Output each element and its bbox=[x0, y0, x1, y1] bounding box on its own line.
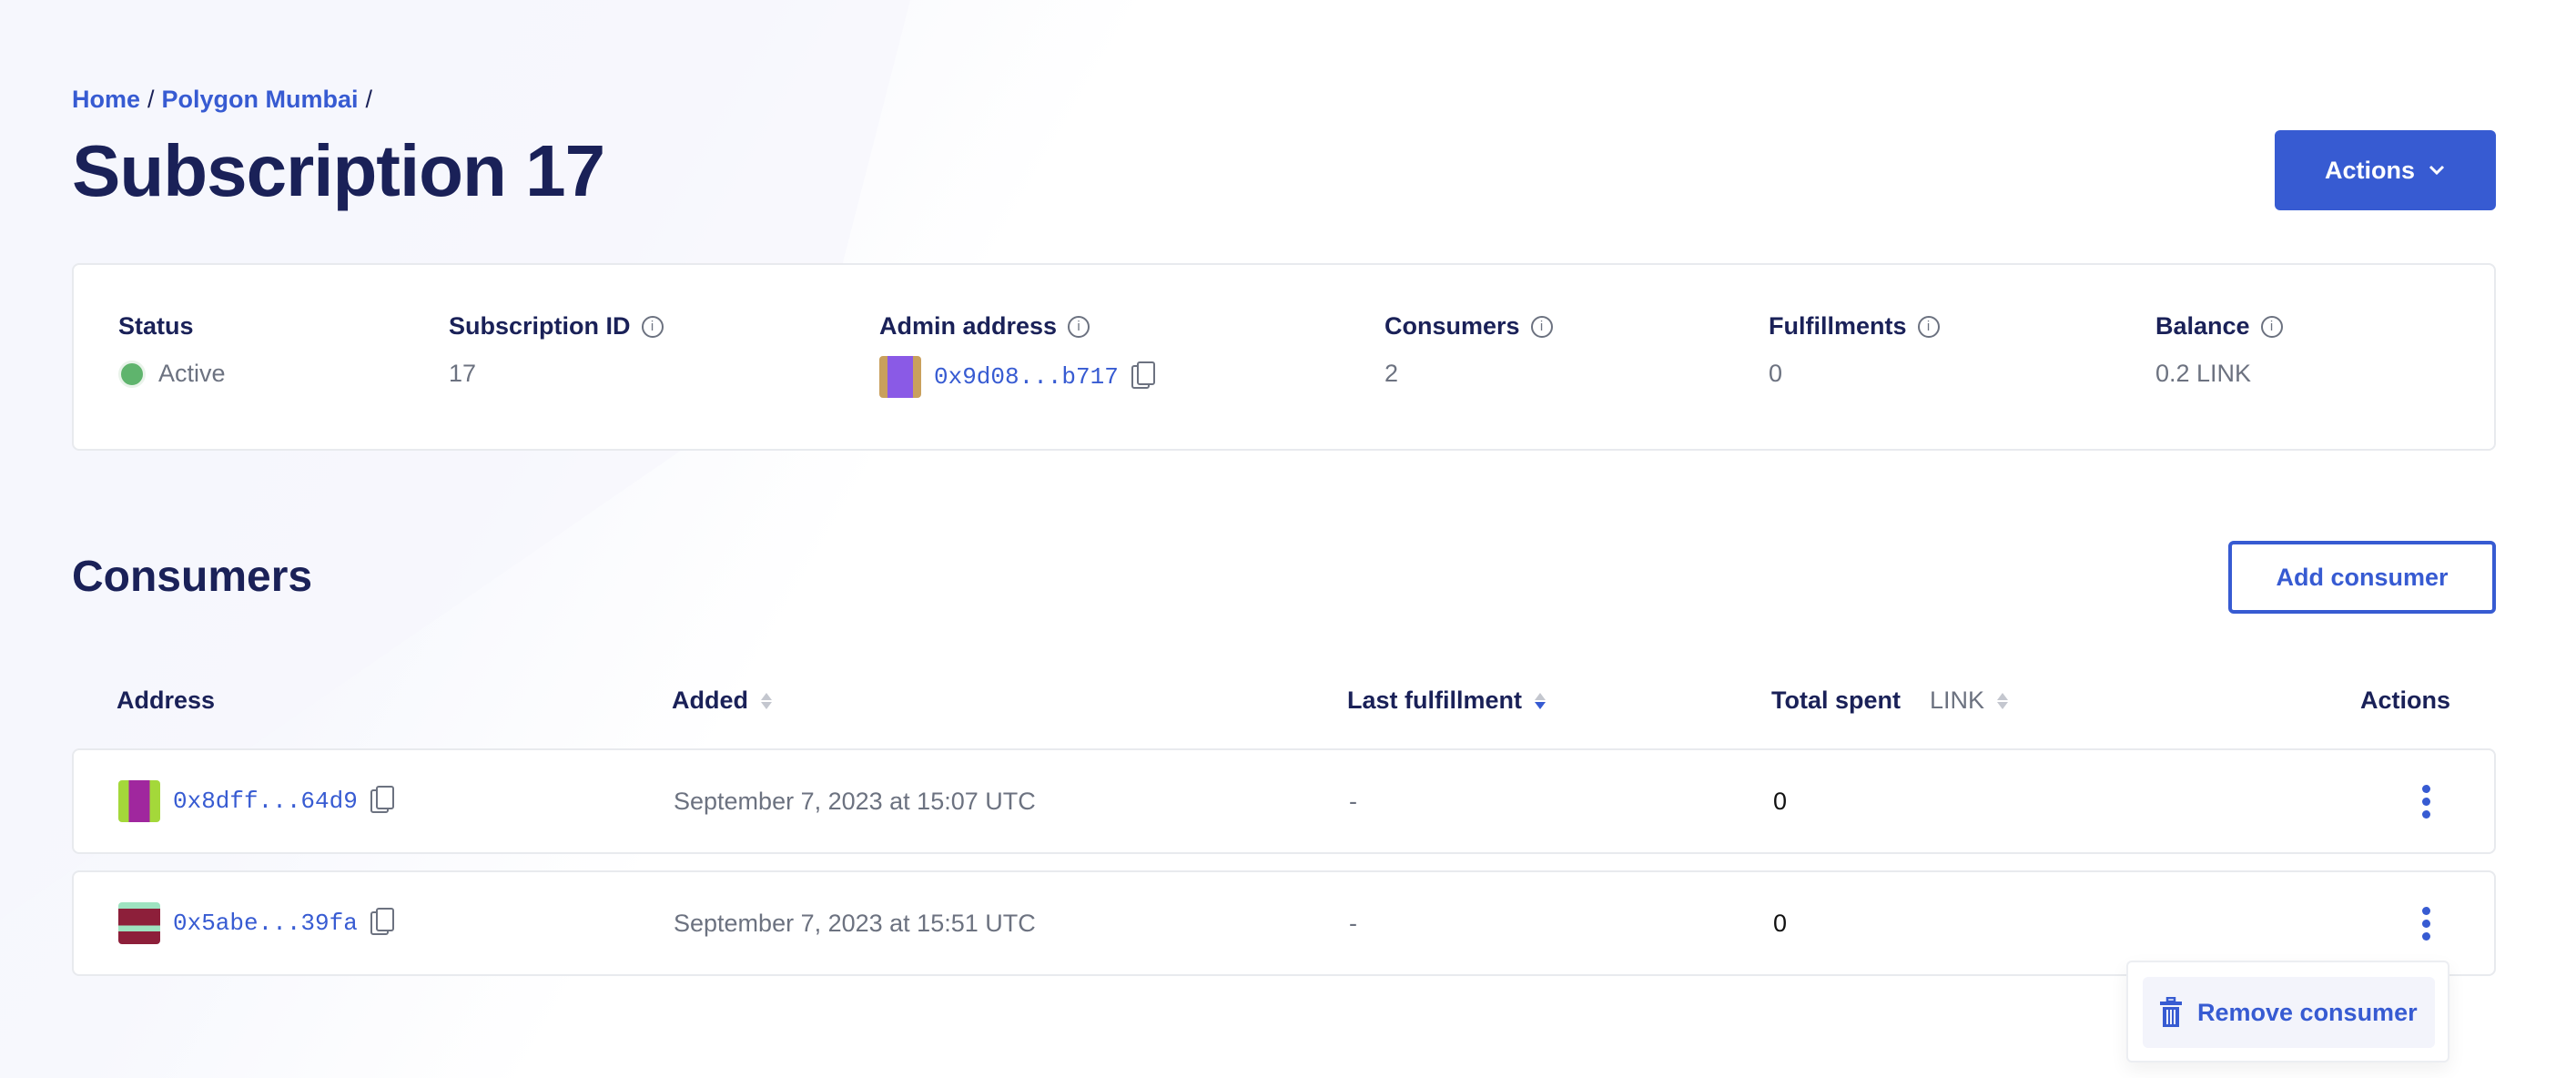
column-header-total-spent[interactable]: Total spent LINK bbox=[1771, 686, 2009, 715]
address-cell: 0x8dff...64d9 bbox=[118, 750, 394, 852]
more-vertical-icon[interactable] bbox=[2422, 784, 2430, 819]
info-icon[interactable]: i bbox=[1530, 315, 1553, 338]
add-consumer-button[interactable]: Add consumer bbox=[2228, 541, 2496, 614]
info-icon[interactable]: i bbox=[2260, 315, 2283, 338]
copy-icon[interactable] bbox=[370, 786, 394, 813]
page-title: Subscription 17 bbox=[72, 130, 605, 211]
total-spent-cell: 0 bbox=[1773, 787, 1788, 815]
copy-icon[interactable] bbox=[1131, 361, 1155, 389]
consumer-address-link[interactable]: 0x8dff...64d9 bbox=[173, 788, 358, 815]
admin-avatar bbox=[879, 356, 921, 398]
consumer-avatar bbox=[118, 902, 160, 944]
fulfillments-value: 0 bbox=[1769, 360, 1783, 387]
info-icon[interactable]: i bbox=[1068, 315, 1090, 338]
consumer-avatar bbox=[118, 780, 160, 822]
sort-icon[interactable] bbox=[1997, 692, 2009, 709]
actions-button[interactable]: Actions bbox=[2275, 130, 2496, 210]
sort-icon[interactable] bbox=[761, 692, 772, 709]
row-actions-button[interactable] bbox=[2422, 872, 2430, 974]
consumer-address-link[interactable]: 0x5abe...39fa bbox=[173, 910, 358, 937]
column-header-actions: Actions bbox=[2359, 686, 2450, 714]
subscription-summary-card: Status Active Subscription ID i 17 Admin … bbox=[72, 263, 2496, 451]
balance-value: 0.2 LINK bbox=[2155, 360, 2252, 387]
remove-consumer-menu-item[interactable]: Remove consumer bbox=[2143, 977, 2435, 1048]
row-actions-menu: Remove consumer bbox=[2126, 961, 2449, 1063]
subscription-id-value: 17 bbox=[449, 360, 477, 387]
info-icon[interactable]: i bbox=[1917, 315, 1940, 338]
subscription-id-label: Subscription ID i bbox=[449, 312, 664, 341]
consumers-label: Consumers i bbox=[1384, 312, 1553, 341]
breadcrumb-separator: / bbox=[147, 86, 155, 113]
breadcrumb-network[interactable]: Polygon Mumbai bbox=[161, 86, 359, 113]
copy-icon[interactable] bbox=[370, 908, 394, 935]
column-header-last-fulfillment[interactable]: Last fulfillment bbox=[1347, 686, 1547, 715]
admin-address-label: Admin address i bbox=[879, 312, 1090, 341]
fulfillments-label: Fulfillments i bbox=[1769, 312, 1940, 341]
column-header-address: Address bbox=[117, 686, 216, 714]
total-spent-unit: LINK bbox=[1930, 686, 1985, 714]
admin-address-link[interactable]: 0x9d08...b717 bbox=[934, 363, 1119, 391]
last-fulfillment-cell: - bbox=[1349, 909, 1357, 937]
address-cell: 0x5abe...39fa bbox=[118, 872, 394, 974]
status-value: Active bbox=[118, 360, 226, 388]
breadcrumb-home[interactable]: Home bbox=[72, 86, 141, 113]
table-row: 0x8dff...64d9 September 7, 2023 at 15:07… bbox=[72, 748, 2496, 854]
chevron-down-icon bbox=[2429, 165, 2445, 176]
balance-label: Balance i bbox=[2155, 312, 2283, 341]
trash-icon bbox=[2160, 997, 2182, 1027]
column-header-added[interactable]: Added bbox=[672, 686, 772, 715]
more-vertical-icon[interactable] bbox=[2422, 906, 2430, 941]
last-fulfillment-cell: - bbox=[1349, 787, 1357, 815]
breadcrumb-separator: / bbox=[365, 86, 373, 113]
status-dot-icon bbox=[118, 360, 146, 388]
actions-button-label: Actions bbox=[2324, 156, 2415, 184]
admin-address-value: 0x9d08...b717 bbox=[879, 356, 1155, 398]
total-spent-cell: 0 bbox=[1773, 909, 1788, 937]
status-label: Status bbox=[118, 312, 194, 340]
info-icon[interactable]: i bbox=[641, 315, 664, 338]
sort-desc-icon[interactable] bbox=[1535, 692, 1547, 709]
remove-consumer-label: Remove consumer bbox=[2197, 998, 2418, 1026]
table-row: 0x5abe...39fa September 7, 2023 at 15:51… bbox=[72, 870, 2496, 976]
consumers-heading: Consumers bbox=[72, 553, 313, 601]
row-actions-button[interactable] bbox=[2422, 750, 2430, 852]
breadcrumb: Home / Polygon Mumbai / bbox=[72, 86, 380, 114]
consumers-value: 2 bbox=[1384, 360, 1399, 387]
added-cell: September 7, 2023 at 15:07 UTC bbox=[674, 787, 1036, 815]
added-cell: September 7, 2023 at 15:51 UTC bbox=[674, 909, 1036, 937]
